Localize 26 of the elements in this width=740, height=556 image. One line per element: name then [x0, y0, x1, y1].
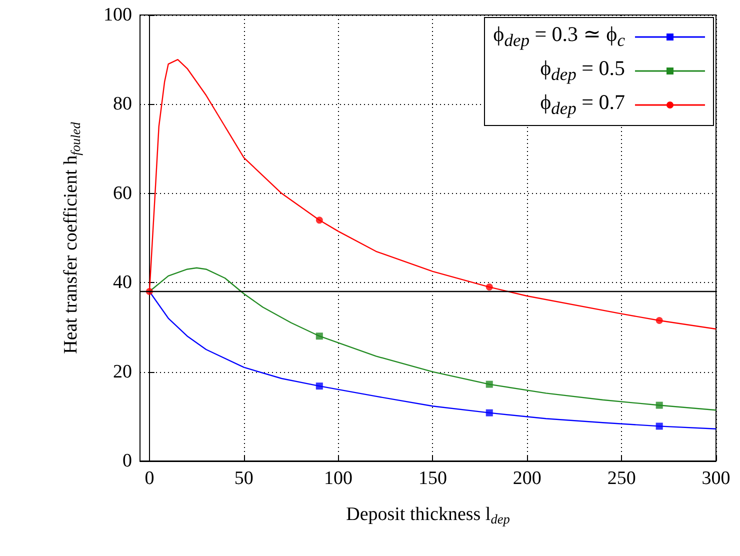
point [316, 216, 323, 224]
legend-label: ϕ$_{dep}$ = 0.3 ≃ ϕ$_{c}$ [493, 21, 625, 52]
y-tick-label: 0 [122, 450, 132, 472]
y-tick-label: 20 [113, 361, 132, 382]
y-axis-title: Heat transfer coefficient hfouled [60, 122, 83, 354]
y-tick-label: 60 [113, 182, 132, 204]
x-tick-label: 50 [234, 468, 254, 489]
point [656, 422, 663, 430]
y-tick-label: 100 [104, 4, 132, 26]
x-tick-label: 200 [512, 468, 542, 489]
x-tick-label: 250 [607, 468, 636, 489]
legend-label: ϕ$_{dep}$ = 0.5 [540, 55, 625, 86]
point [656, 317, 663, 324]
point [656, 402, 663, 409]
point [486, 380, 493, 388]
x-tick-label: 150 [418, 468, 447, 489]
x-tick-label: 100 [324, 468, 353, 489]
point [486, 409, 493, 416]
point [486, 284, 493, 291]
x-tick-label: 300 [702, 468, 730, 489]
point [316, 332, 323, 340]
legend-label: ϕ$_{dep}$ = 0.7 [540, 89, 625, 121]
y-tick-label: 80 [113, 94, 132, 115]
x-tick-label: 0 [144, 468, 154, 489]
point [316, 382, 323, 390]
y-tick-label: 40 [113, 272, 132, 294]
